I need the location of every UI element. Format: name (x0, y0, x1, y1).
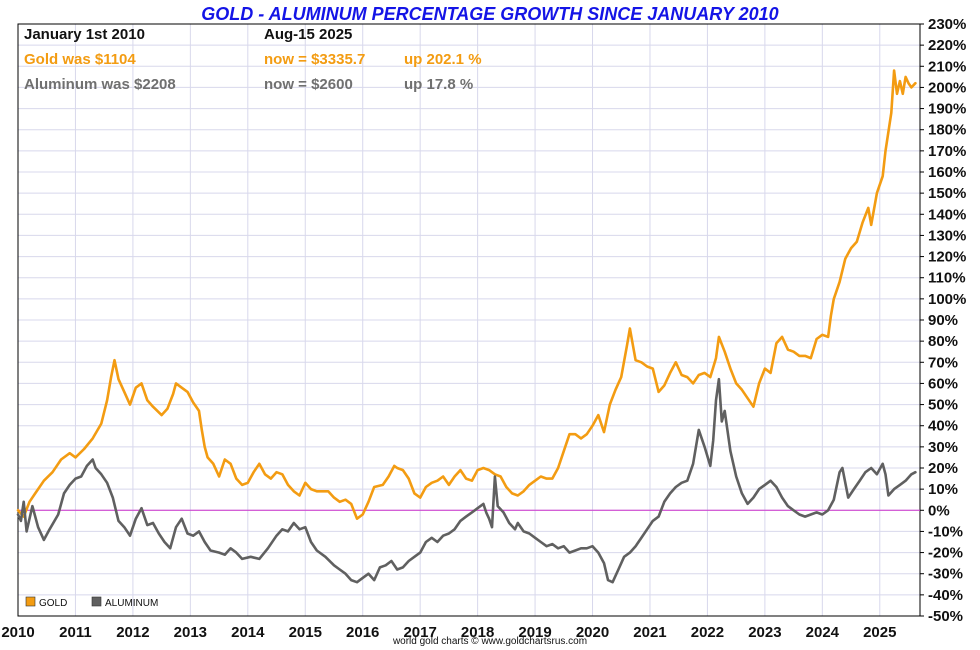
start-date-label: January 1st 2010 (24, 26, 145, 43)
chart-title: GOLD - ALUMINUM PERCENTAGE GROWTH SINCE … (201, 4, 778, 24)
y-tick-label: 20% (928, 460, 958, 477)
y-tick-label: 120% (928, 249, 966, 266)
series-layer (16, 69, 917, 584)
y-tick-label: 110% (928, 270, 966, 287)
y-tick-label: 40% (928, 418, 958, 435)
x-tick-label: 2010 (1, 624, 34, 641)
x-tick-label: 2021 (633, 624, 666, 641)
y-tick-label: 190% (928, 101, 966, 118)
gold-was-label: Gold was $1104 (24, 51, 136, 68)
y-tick-label: 80% (928, 333, 958, 350)
y-tick-label: 70% (928, 354, 958, 371)
aluminum-now-label: now = $2600 (264, 76, 353, 93)
legend: GOLD ALUMINUM (25, 596, 158, 609)
y-tick-label: 210% (928, 58, 966, 75)
y-tick-label: -50% (928, 608, 963, 625)
x-tick-label: 2020 (576, 624, 609, 641)
y-tick-label: -40% (928, 587, 963, 604)
gold-now-label: now = $3335.7 (264, 51, 365, 68)
x-tick-label: 2017 (403, 624, 436, 641)
grid (17, 23, 920, 617)
aluminum-up-label: up 17.8 % (404, 76, 473, 93)
y-tick-label: 220% (928, 37, 966, 54)
aluminum-was-label: Aluminum was $2208 (24, 76, 176, 93)
y-tick-label: 60% (928, 375, 958, 392)
current-date-label: Aug-15 2025 (264, 26, 352, 43)
info-panel: January 1st 2010 Aug-15 2025 Gold was $1… (24, 26, 482, 93)
x-tick-label: 2023 (748, 624, 781, 641)
x-tick-label: 2019 (518, 624, 551, 641)
y-axis-ticks: -50% -40% -30% -20% -10% 0% 10% 20% 30% 40% 50% 60%… (920, 16, 966, 625)
y-tick-label: 0% (928, 502, 950, 519)
y-tick-label: -30% (928, 566, 963, 583)
series-line-aluminum (16, 377, 917, 584)
y-tick-label: 230% (928, 16, 966, 33)
credit-text: world gold charts © www.goldchartsrus.co… (392, 636, 587, 647)
legend-aluminum-label: ALUMINUM (105, 598, 158, 609)
series-line-gold (16, 69, 917, 521)
x-tick-label: 2022 (691, 624, 724, 641)
x-tick-label: 2016 (346, 624, 379, 641)
y-tick-label: 100% (928, 291, 966, 308)
y-tick-label: 160% (928, 164, 966, 181)
y-tick-label: 90% (928, 312, 958, 329)
y-tick-label: 10% (928, 481, 958, 498)
legend-aluminum-swatch (91, 596, 102, 607)
x-tick-label: 2011 (59, 624, 92, 641)
x-tick-label: 2014 (231, 624, 265, 641)
y-tick-label: 150% (928, 185, 966, 202)
y-tick-label: 200% (928, 79, 966, 96)
gold-up-label: up 202.1 % (404, 51, 482, 68)
y-tick-label: 180% (928, 122, 966, 139)
x-tick-label: 2018 (461, 624, 494, 641)
y-tick-label: 130% (928, 227, 966, 244)
x-tick-label: 2024 (806, 624, 840, 641)
x-tick-label: 2015 (289, 624, 322, 641)
y-tick-label: 50% (928, 397, 958, 414)
legend-gold-swatch (25, 596, 36, 607)
y-tick-label: 30% (928, 439, 958, 456)
y-tick-label: -20% (928, 545, 963, 562)
x-axis-ticks: 2010 2011 2012 2013 2014 2015 2016 2017 2018 2019… (1, 624, 896, 641)
y-tick-label: 170% (928, 143, 966, 160)
x-tick-label: 2025 (863, 624, 896, 641)
x-tick-label: 2012 (116, 624, 149, 641)
y-tick-label: -10% (928, 523, 963, 540)
y-tick-label: 140% (928, 206, 966, 223)
x-tick-label: 2013 (174, 624, 207, 641)
legend-gold-label: GOLD (39, 598, 67, 609)
